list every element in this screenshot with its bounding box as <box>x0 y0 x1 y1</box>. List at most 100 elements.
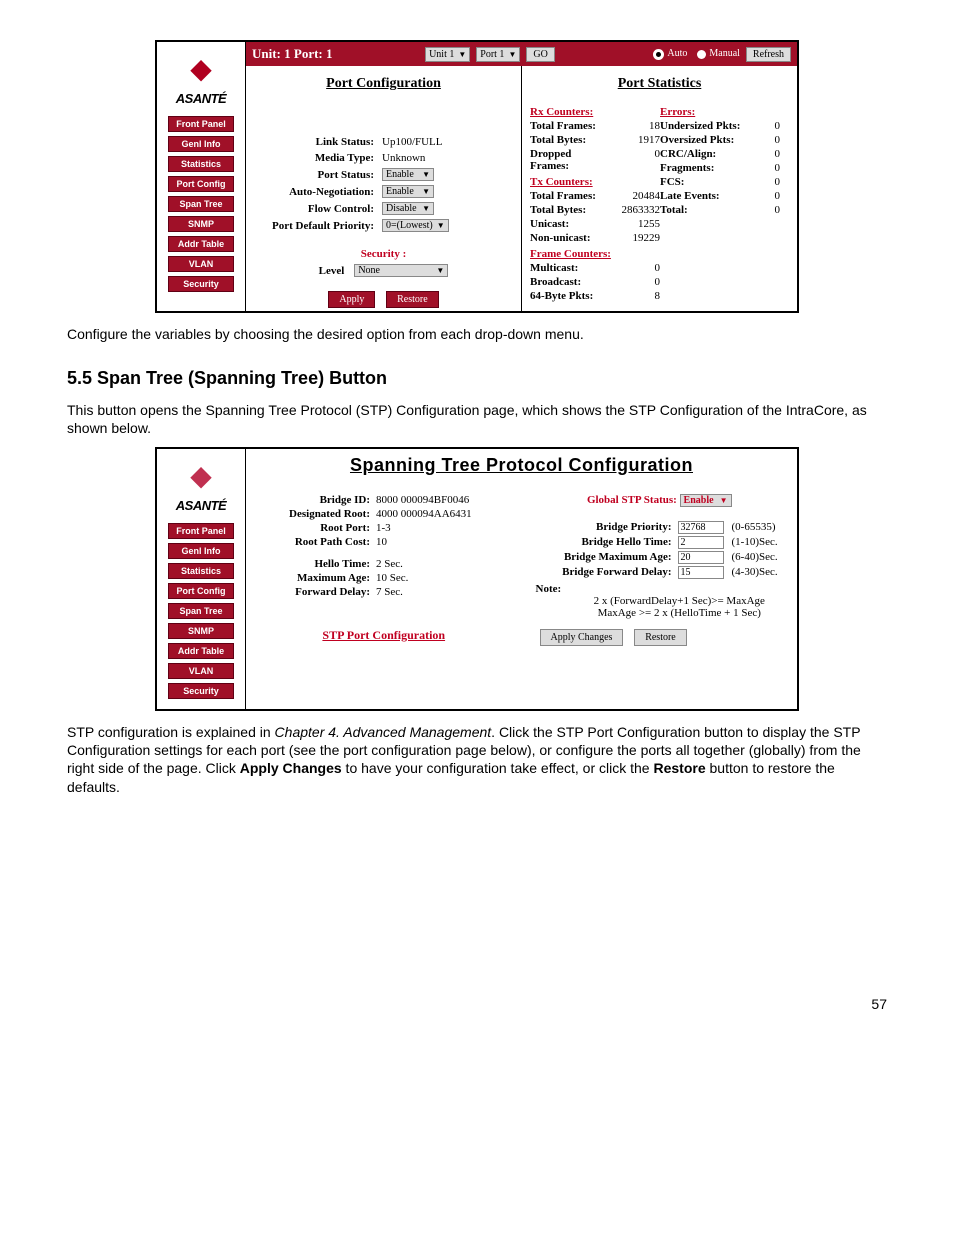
nav-statistics[interactable]: Statistics <box>168 156 234 172</box>
logo-icon: ◆ <box>161 459 241 492</box>
page-number: 57 <box>67 996 887 1012</box>
note-formula: 2 x (ForwardDelay+1 Sec)>= MaxAge <box>576 595 784 607</box>
auto-neg-label: Auto-Negotiation: <box>254 186 382 198</box>
nav-span-tree[interactable]: Span Tree <box>168 603 234 619</box>
apply-changes-button[interactable]: Apply Changes <box>540 629 624 646</box>
port-config-column: Port Configuration Link Status:Up100/FUL… <box>246 66 521 311</box>
priority-label: Port Default Priority: <box>254 220 382 232</box>
rx-counters-heading: Rx Counters: <box>530 106 660 118</box>
chevron-down-icon: ▼ <box>433 221 445 230</box>
stat-label: FCS: <box>660 176 760 188</box>
tx-counters-heading: Tx Counters: <box>530 176 660 188</box>
port-select[interactable]: Port 1▼ <box>476 47 520 62</box>
stp-main: Spanning Tree Protocol Configuration Bri… <box>246 449 797 709</box>
designated-root-value: 4000 000094AA6431 <box>376 508 472 520</box>
bridge-fwd-delay-input[interactable]: 15 <box>678 566 724 579</box>
nav-snmp[interactable]: SNMP <box>168 216 234 232</box>
bold-term: Apply Changes <box>240 760 342 776</box>
stat-value: 2863332 <box>610 204 660 216</box>
bridge-id-label: Bridge ID: <box>260 494 376 506</box>
level-select[interactable]: None▼ <box>354 264 448 277</box>
stat-value: 20484 <box>610 190 660 202</box>
auto-manual-radios: Auto Manual <box>653 48 740 59</box>
restore-button[interactable]: Restore <box>634 629 687 646</box>
bridge-hello-input[interactable]: 2 <box>678 536 724 549</box>
max-age-label: Maximum Age: <box>260 572 376 584</box>
stat-value: 0 <box>610 262 660 274</box>
flow-control-select[interactable]: Disable▼ <box>382 202 434 215</box>
nav-security[interactable]: Security <box>168 276 234 292</box>
chevron-down-icon: ▼ <box>716 496 728 505</box>
nav-front-panel[interactable]: Front Panel <box>168 116 234 132</box>
port-stats-column: Port Statistics Rx Counters: Total Frame… <box>521 66 797 311</box>
max-age-value: 10 Sec. <box>376 572 408 584</box>
stat-value: 19229 <box>610 232 660 244</box>
manual-radio[interactable] <box>697 50 706 59</box>
auto-neg-select[interactable]: Enable▼ <box>382 185 434 198</box>
stp-port-config-link[interactable]: STP Port Configuration <box>322 628 445 642</box>
refresh-button[interactable]: Refresh <box>746 47 791 62</box>
global-stp-label: Global STP Status: <box>587 494 677 507</box>
stat-value: 0 <box>760 190 780 202</box>
go-button[interactable]: GO <box>526 47 554 62</box>
nav-front-panel[interactable]: Front Panel <box>168 523 234 539</box>
stat-value: 0 <box>760 176 780 188</box>
stat-value: 0 <box>760 204 780 216</box>
nav-vlan[interactable]: VLAN <box>168 663 234 679</box>
link-status-value: Up100/FULL <box>382 136 443 148</box>
stat-value: 1255 <box>610 218 660 230</box>
flow-control-label: Flow Control: <box>254 203 382 215</box>
root-port-label: Root Port: <box>260 522 376 534</box>
stat-value: 0 <box>610 276 660 288</box>
stat-label: Undersized Pkts: <box>660 120 760 132</box>
port-config-screenshot: ◆ ASANTÉ Front Panel Genl Info Statistic… <box>155 40 799 313</box>
root-path-cost-label: Root Path Cost: <box>260 536 376 548</box>
port-config-heading: Port Configuration <box>254 76 513 92</box>
stat-value: 0 <box>760 148 780 160</box>
paragraph: This button opens the Spanning Tree Prot… <box>67 401 887 437</box>
port-status-select[interactable]: Enable▼ <box>382 168 434 181</box>
nav-genl-info[interactable]: Genl Info <box>168 543 234 559</box>
nav-snmp[interactable]: SNMP <box>168 623 234 639</box>
frame-counters-heading: Frame Counters: <box>530 248 660 260</box>
nav-addr-table[interactable]: Addr Table <box>168 236 234 252</box>
nav-span-tree[interactable]: Span Tree <box>168 196 234 212</box>
bridge-max-age-input[interactable]: 20 <box>678 551 724 564</box>
nav-port-config[interactable]: Port Config <box>168 176 234 192</box>
stat-label: Oversized Pkts: <box>660 134 760 146</box>
unit-select[interactable]: Unit 1▼ <box>425 47 470 62</box>
global-stp-select[interactable]: Enable▼ <box>680 494 732 507</box>
nav-vlan[interactable]: VLAN <box>168 256 234 272</box>
bridge-priority-input[interactable]: 32768 <box>678 521 724 534</box>
main-area: Unit: 1 Port: 1 Unit 1▼ Port 1▼ GO Auto … <box>246 42 797 311</box>
chevron-down-icon: ▼ <box>418 170 430 179</box>
stat-label: Unicast: <box>530 218 610 230</box>
stp-left-column: Bridge ID:8000 000094BF0046 Designated R… <box>246 482 522 709</box>
stat-label: Total Bytes: <box>530 204 610 216</box>
auto-radio[interactable] <box>653 49 664 60</box>
chapter-ref: Chapter 4. Advanced Management <box>275 724 492 740</box>
nav-statistics[interactable]: Statistics <box>168 563 234 579</box>
logo-icon: ◆ <box>161 52 241 85</box>
stat-value: 0 <box>610 148 660 172</box>
chevron-down-icon: ▼ <box>418 204 430 213</box>
range-label: (4-30)Sec. <box>732 566 778 579</box>
apply-button[interactable]: Apply <box>328 291 375 308</box>
bridge-max-age-label: Bridge Maximum Age: <box>536 551 678 564</box>
stat-label: Broadcast: <box>530 276 610 288</box>
stat-label: Multicast: <box>530 262 610 274</box>
nav-genl-info[interactable]: Genl Info <box>168 136 234 152</box>
hello-time-label: Hello Time: <box>260 558 376 570</box>
nav-security[interactable]: Security <box>168 683 234 699</box>
paragraph: Configure the variables by choosing the … <box>67 325 887 343</box>
restore-button[interactable]: Restore <box>386 291 439 308</box>
brand-label: ASANTÉ <box>161 91 241 106</box>
stat-label: Non-unicast: <box>530 232 610 244</box>
priority-select[interactable]: 0=(Lowest)▼ <box>382 219 449 232</box>
bridge-id-value: 8000 000094BF0046 <box>376 494 469 506</box>
nav-addr-table[interactable]: Addr Table <box>168 643 234 659</box>
stat-label: Dropped Frames: <box>530 148 610 172</box>
stat-label: Total Frames: <box>530 120 610 132</box>
nav-port-config[interactable]: Port Config <box>168 583 234 599</box>
level-label: Level <box>319 265 355 277</box>
